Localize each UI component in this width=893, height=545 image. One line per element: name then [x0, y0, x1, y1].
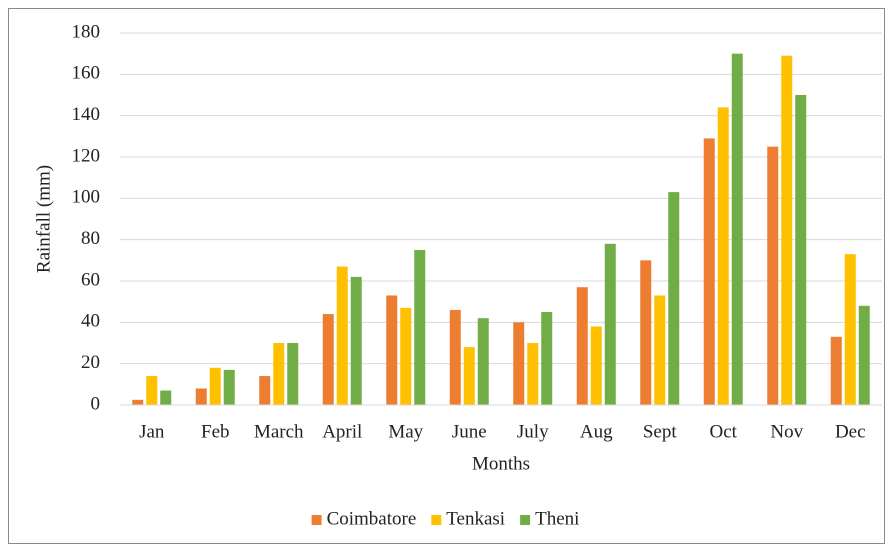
bar — [527, 343, 539, 405]
bar — [668, 192, 680, 405]
bar — [590, 326, 602, 405]
x-tick-label: Sept — [643, 421, 678, 442]
bar — [259, 376, 271, 405]
bar — [731, 53, 743, 406]
bar — [513, 322, 525, 405]
x-tick-label: Feb — [201, 421, 230, 442]
y-tick-label: 20 — [81, 352, 100, 373]
bar — [463, 347, 475, 405]
x-tick-label: July — [517, 421, 549, 442]
y-tick-label: 160 — [72, 63, 101, 84]
y-tick-label: 40 — [81, 311, 100, 332]
bar — [477, 318, 489, 405]
bar — [449, 309, 461, 405]
y-tick-label: 80 — [81, 228, 100, 249]
y-tick-label: 140 — [72, 104, 101, 125]
x-tick-label: Oct — [710, 421, 738, 442]
bar — [287, 343, 299, 405]
bar — [844, 254, 856, 405]
bar — [195, 388, 207, 405]
legend-swatch — [311, 515, 322, 525]
y-tick-label: 180 — [72, 21, 101, 42]
bar — [336, 266, 348, 405]
x-tick-label: Aug — [580, 421, 613, 442]
bar — [132, 399, 144, 405]
bar — [350, 276, 362, 405]
x-tick-label: Dec — [835, 421, 866, 442]
bar — [541, 312, 553, 405]
bar — [209, 367, 221, 405]
legend-label: Theni — [535, 508, 579, 529]
legend-swatch — [520, 515, 531, 525]
bar — [717, 107, 729, 406]
y-tick-label: 120 — [72, 145, 101, 166]
y-tick-label: 100 — [72, 187, 101, 208]
bar — [703, 138, 715, 405]
bar — [654, 295, 666, 405]
x-tick-label: April — [322, 421, 362, 442]
legend-swatch — [431, 515, 442, 525]
x-tick-label: June — [452, 421, 487, 442]
x-tick-label: May — [388, 421, 423, 442]
bar — [640, 260, 652, 405]
bar — [386, 295, 398, 405]
y-tick-label: 60 — [81, 269, 100, 290]
bar — [576, 287, 588, 405]
x-tick-label: Nov — [770, 421, 803, 442]
bar — [223, 369, 235, 405]
x-tick-label: March — [254, 421, 304, 442]
bar — [781, 55, 793, 405]
bar — [146, 376, 158, 405]
bar — [767, 146, 779, 405]
bar — [830, 336, 842, 405]
bar — [400, 307, 412, 405]
y-axis-title: Rainfall (mm) — [33, 165, 54, 273]
bar — [322, 314, 334, 405]
chart-border — [8, 8, 885, 544]
bar — [604, 243, 616, 405]
bar — [160, 390, 172, 405]
legend-label: Tenkasi — [446, 508, 505, 529]
x-tick-label: Jan — [139, 421, 165, 442]
y-tick-label: 0 — [91, 393, 101, 414]
bar — [858, 305, 870, 405]
legend-label: Coimbatore — [327, 508, 417, 529]
bar — [414, 250, 426, 405]
bar — [795, 95, 807, 405]
bar — [273, 343, 285, 405]
x-axis-title: Months — [472, 453, 530, 474]
